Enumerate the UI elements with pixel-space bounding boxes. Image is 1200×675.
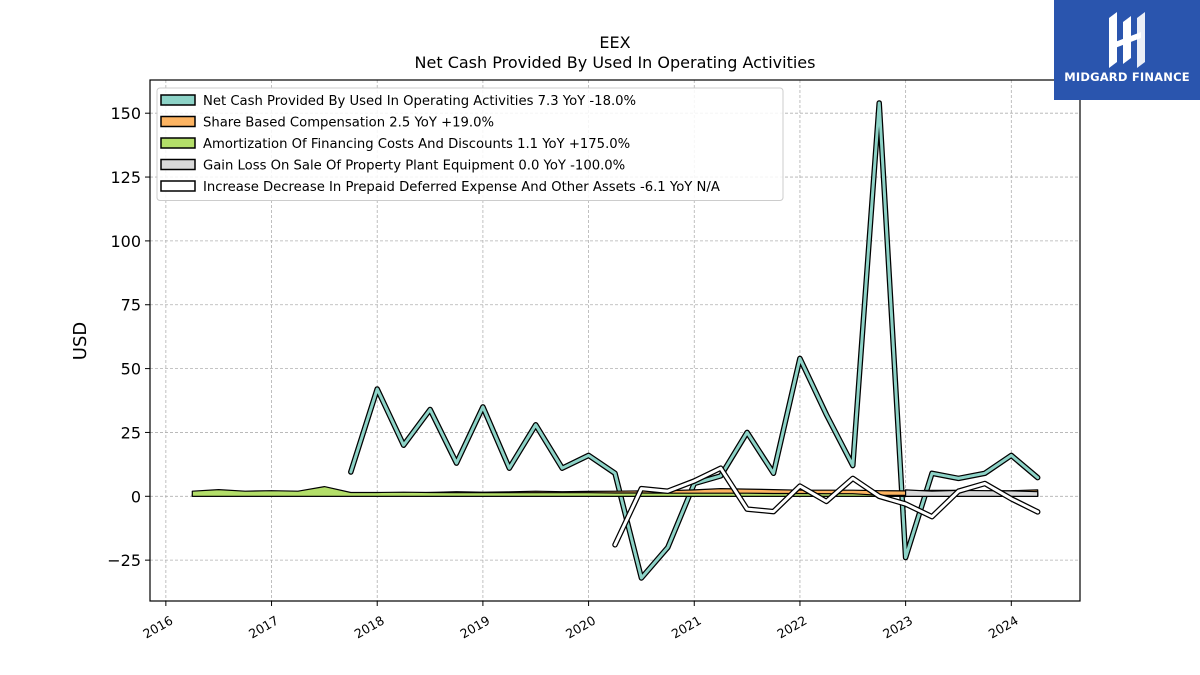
x-tick-label: 2016 xyxy=(140,613,175,642)
legend-swatch-3 xyxy=(160,158,196,171)
series-layer xyxy=(191,100,1041,581)
logo-mark-icon xyxy=(1109,12,1145,68)
series-outline-4 xyxy=(612,465,1041,548)
legend-label-4: Increase Decrease In Prepaid Deferred Ex… xyxy=(203,180,720,195)
y-tick-label: 50 xyxy=(121,360,141,379)
x-tick-label: 2020 xyxy=(563,613,598,642)
legend-label-3: Gain Loss On Sale Of Property Plant Equi… xyxy=(203,159,625,174)
series-line-4 xyxy=(613,466,1040,547)
series-area-3 xyxy=(904,489,1039,497)
x-tick-label: 2018 xyxy=(352,613,387,642)
legend-swatch-1 xyxy=(160,115,196,128)
legend-label-2: Amortization Of Financing Costs And Disc… xyxy=(203,137,630,152)
y-tick-label: −25 xyxy=(107,551,141,570)
y-tick-label: 25 xyxy=(121,423,141,442)
y-tick-label: 125 xyxy=(110,168,141,187)
chart-subtitle: Net Cash Provided By Used In Operating A… xyxy=(415,53,816,72)
legend-label-1: Share Based Compensation 2.5 YoY +19.0% xyxy=(203,116,494,131)
brand-logo: MIDGARD FINANCE xyxy=(1054,0,1200,100)
y-axis-label: USD xyxy=(70,322,91,360)
x-tick-label: 2024 xyxy=(986,613,1021,642)
y-tick-label: 100 xyxy=(110,232,141,251)
y-tick-label: 150 xyxy=(110,104,141,123)
x-tick-label: 2023 xyxy=(880,613,915,642)
logo-text: MIDGARD FINANCE xyxy=(1064,70,1190,84)
x-tick-label: 2019 xyxy=(457,613,492,642)
legend-label-0: Net Cash Provided By Used In Operating A… xyxy=(203,94,636,109)
x-tick-label: 2022 xyxy=(774,613,809,642)
legend-swatch-0 xyxy=(160,94,196,106)
legend-swatch-2 xyxy=(160,137,196,149)
plot-frame xyxy=(149,79,1081,602)
legend: Net Cash Provided By Used In Operating A… xyxy=(156,87,784,201)
chart-title: EEX xyxy=(599,33,630,52)
legend-swatch-4 xyxy=(160,180,196,192)
y-tick-label: 0 xyxy=(131,487,141,506)
y-tick-label: 75 xyxy=(121,296,141,315)
x-tick-label: 2021 xyxy=(669,613,704,642)
legend-box xyxy=(156,87,784,201)
x-tick-label: 2017 xyxy=(246,613,281,642)
